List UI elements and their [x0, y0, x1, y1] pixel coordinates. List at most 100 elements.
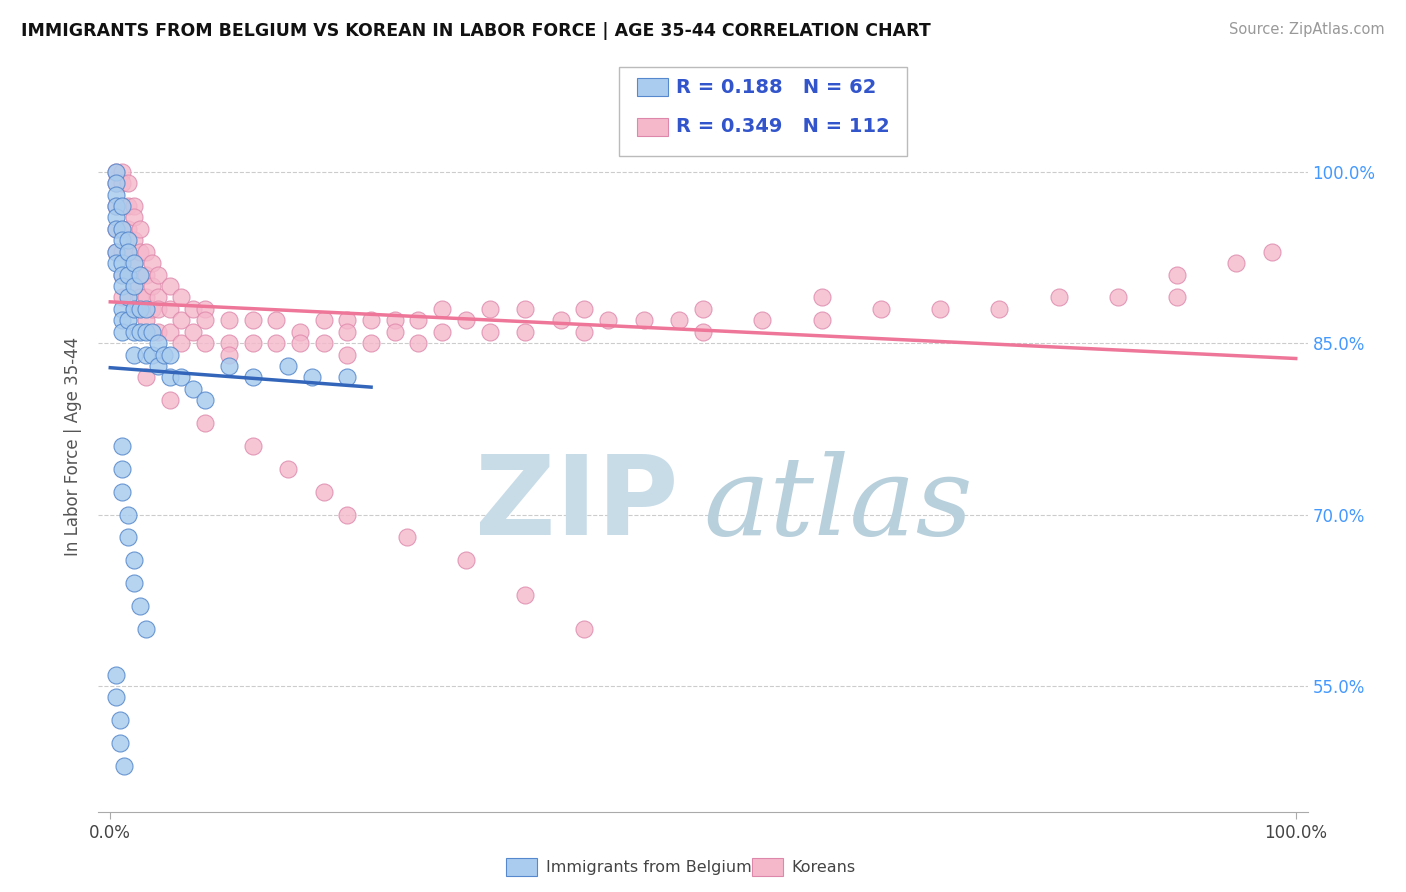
Point [111, 279, 134, 293]
Point [574, 301, 596, 316]
Point [122, 347, 145, 362]
Point [141, 347, 163, 362]
Point [105, 176, 128, 190]
Y-axis label: In Labor Force | Age 35-44: In Labor Force | Age 35-44 [65, 336, 83, 556]
Point [384, 313, 406, 327]
Point [111, 164, 134, 178]
Point [117, 313, 139, 327]
Point [122, 325, 145, 339]
Point [111, 268, 134, 282]
Point [108, 713, 131, 727]
Point [869, 301, 891, 316]
Text: Immigrants from Belgium: Immigrants from Belgium [546, 860, 751, 874]
Point [122, 256, 145, 270]
Point [242, 439, 264, 453]
Point [550, 313, 572, 327]
Point [129, 325, 152, 339]
Point [218, 336, 240, 351]
Point [1166, 290, 1188, 304]
Point [146, 336, 169, 351]
Point [117, 530, 139, 544]
Point [141, 279, 163, 293]
Point [574, 325, 596, 339]
Point [122, 553, 145, 567]
Point [111, 222, 134, 236]
Point [135, 268, 157, 282]
Point [312, 336, 335, 351]
Point [515, 301, 537, 316]
Point [111, 244, 134, 259]
Point [574, 622, 596, 636]
Point [105, 164, 128, 178]
Point [454, 553, 477, 567]
Point [288, 325, 311, 339]
Point [146, 268, 169, 282]
Point [432, 325, 454, 339]
Point [122, 211, 145, 225]
Point [117, 290, 139, 304]
Point [111, 313, 134, 327]
Point [478, 301, 501, 316]
Point [117, 222, 139, 236]
Point [129, 268, 152, 282]
Point [1261, 244, 1284, 259]
Point [159, 279, 181, 293]
Point [751, 313, 773, 327]
Point [810, 290, 832, 304]
Point [336, 325, 359, 339]
Point [218, 313, 240, 327]
Text: Koreans: Koreans [792, 860, 856, 874]
Point [170, 336, 193, 351]
Point [1225, 256, 1247, 270]
Point [432, 301, 454, 316]
Point [312, 313, 335, 327]
Point [336, 347, 359, 362]
Point [159, 347, 181, 362]
Point [111, 199, 134, 213]
Point [515, 588, 537, 602]
Point [515, 325, 537, 339]
Point [129, 290, 152, 304]
Point [181, 382, 204, 396]
Point [108, 736, 131, 750]
Point [692, 301, 714, 316]
Point [111, 256, 134, 270]
Point [117, 199, 139, 213]
Point [146, 359, 169, 373]
Point [194, 416, 217, 430]
Point [360, 313, 382, 327]
Point [159, 325, 181, 339]
Point [194, 336, 217, 351]
Point [129, 301, 152, 316]
Point [111, 301, 134, 316]
Point [194, 301, 217, 316]
Point [159, 301, 181, 316]
Point [301, 370, 323, 384]
Text: ZIP: ZIP [475, 451, 679, 558]
Point [135, 325, 157, 339]
Point [135, 301, 157, 316]
Point [129, 244, 152, 259]
Point [114, 759, 136, 773]
Point [141, 256, 163, 270]
Point [218, 347, 240, 362]
Point [122, 279, 145, 293]
Point [105, 199, 128, 213]
Point [105, 256, 128, 270]
Point [117, 268, 139, 282]
Point [988, 301, 1011, 316]
Text: IMMIGRANTS FROM BELGIUM VS KOREAN IN LABOR FORCE | AGE 35-44 CORRELATION CHART: IMMIGRANTS FROM BELGIUM VS KOREAN IN LAB… [21, 22, 931, 40]
Point [170, 313, 193, 327]
Point [668, 313, 690, 327]
Point [152, 347, 174, 362]
Point [360, 336, 382, 351]
Point [111, 325, 134, 339]
Point [129, 268, 152, 282]
Point [181, 301, 204, 316]
Point [135, 347, 157, 362]
Point [408, 336, 430, 351]
Point [117, 176, 139, 190]
Point [633, 313, 655, 327]
Point [105, 222, 128, 236]
Point [117, 233, 139, 247]
